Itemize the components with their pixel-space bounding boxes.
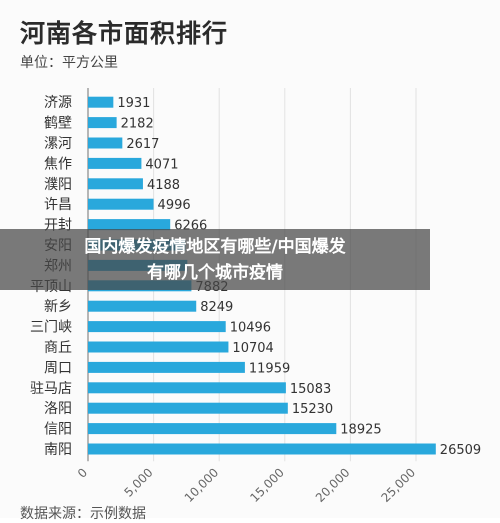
- value-label: 15230: [292, 402, 333, 417]
- data-source: 数据来源：示例数据: [20, 506, 146, 522]
- chart-title: 河南各市面积排行: [20, 19, 229, 48]
- category-label: 三门峡: [30, 320, 72, 336]
- category-label: 周口: [44, 360, 72, 376]
- x-tick-label: 0: [75, 465, 90, 480]
- category-label: 南阳: [44, 442, 72, 458]
- value-label: 1931: [117, 96, 150, 111]
- bar: [88, 198, 154, 210]
- bar: [88, 361, 245, 373]
- bar: [88, 382, 286, 394]
- bar: [88, 341, 229, 353]
- bar: [88, 423, 337, 435]
- caption-overlay: 国内爆发疫情地区有哪些/中国爆发 有哪几个城市疫情: [0, 229, 430, 290]
- value-label: 2182: [121, 117, 154, 132]
- x-tick-label: 10,000: [182, 465, 222, 505]
- category-label: 济源: [44, 95, 72, 111]
- x-tick-label: 20,000: [313, 465, 353, 505]
- value-label: 4071: [145, 157, 178, 172]
- category-label: 洛阳: [44, 401, 72, 417]
- value-label: 18925: [340, 423, 381, 438]
- value-label: 2617: [126, 137, 159, 152]
- category-label: 驻马店: [30, 381, 72, 397]
- category-label: 焦作: [44, 156, 72, 172]
- category-label: 商丘: [44, 340, 72, 356]
- value-label: 26509: [440, 443, 481, 458]
- category-label: 新乡: [44, 299, 72, 315]
- category-label: 鹤壁: [44, 116, 72, 132]
- bar: [88, 300, 197, 312]
- x-tick-label: 25,000: [379, 465, 419, 505]
- category-label: 许昌: [44, 197, 72, 213]
- value-label: 8249: [200, 300, 233, 315]
- bar: [88, 321, 226, 333]
- category-label: 漯河: [44, 136, 72, 152]
- value-label: 10496: [230, 321, 271, 336]
- value-label: 15083: [290, 382, 331, 397]
- bar: [88, 117, 117, 129]
- value-label: 10704: [232, 341, 273, 356]
- x-tick-label: 5,000: [122, 465, 156, 499]
- x-tick-label: 15,000: [247, 465, 287, 505]
- bar: [88, 219, 171, 231]
- category-label: 信阳: [44, 422, 72, 438]
- value-label: 4188: [147, 178, 180, 193]
- caption-text: 国内爆发疫情地区有哪些/中国爆发 有哪几个城市疫情: [84, 236, 346, 283]
- unit-label: 单位：平方公里: [20, 55, 118, 71]
- bar: [88, 402, 288, 414]
- bar: [88, 157, 142, 169]
- bar: [88, 443, 436, 455]
- value-label: 4996: [158, 198, 191, 213]
- bar: [88, 137, 123, 149]
- category-label: 濮阳: [44, 177, 72, 193]
- value-label: 11959: [249, 361, 290, 376]
- bar: [88, 178, 143, 190]
- bar: [88, 96, 114, 108]
